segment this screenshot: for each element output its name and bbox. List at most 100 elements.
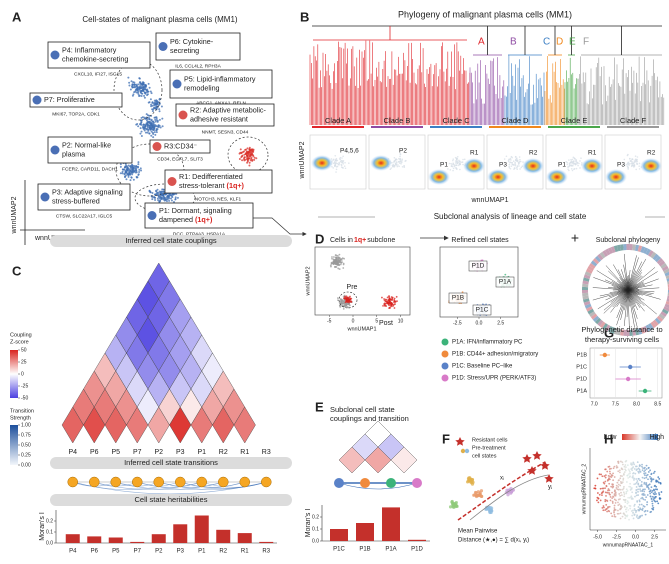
cell-point — [641, 469, 644, 472]
cell-point — [454, 156, 457, 159]
cell-point — [156, 128, 159, 131]
cell-point — [644, 498, 647, 501]
legend-label: Pre-treatment — [472, 445, 506, 451]
cell-point — [607, 489, 609, 492]
bar — [65, 534, 80, 543]
cell-point — [512, 160, 515, 162]
cell-point — [336, 254, 339, 257]
phylo-branch — [627, 289, 655, 293]
cell-point — [129, 179, 132, 182]
cell-point — [636, 461, 639, 464]
cell-point — [135, 91, 138, 94]
phylo-ring — [590, 260, 598, 267]
cell-point — [154, 133, 157, 136]
cell-point — [454, 162, 457, 164]
cell-point — [643, 494, 646, 496]
cell-point — [135, 84, 138, 87]
cell-point — [163, 196, 166, 199]
cell-point — [399, 157, 402, 160]
cell-point — [241, 159, 244, 162]
cell-point — [650, 498, 653, 500]
x-tick-label: P3 — [177, 549, 185, 555]
cell-point — [612, 496, 615, 498]
phylo-ring — [602, 323, 608, 330]
cell-point — [610, 512, 613, 515]
cell-point — [388, 304, 390, 307]
cell-point — [624, 508, 627, 511]
cell-point — [604, 500, 607, 503]
cell-point — [611, 491, 613, 494]
cell-point — [614, 491, 617, 494]
cell-point — [615, 487, 618, 489]
group-label: Post — [379, 320, 393, 327]
cell-point — [625, 488, 628, 491]
cell-point — [654, 488, 657, 491]
cell-point — [626, 489, 629, 492]
clade-state: R1 — [588, 150, 597, 157]
phylo-branch — [592, 287, 629, 291]
cell-point — [517, 163, 520, 165]
cell-point — [154, 116, 157, 119]
cell-point — [344, 304, 347, 307]
cell-point — [650, 486, 653, 489]
cell-point — [335, 257, 338, 260]
axis-label: wnnUMAP2 — [11, 196, 18, 234]
cell-point — [452, 158, 455, 160]
cell-point — [132, 166, 135, 169]
cell-point — [342, 267, 345, 269]
y-tick-label: P1D — [576, 376, 587, 382]
x-tick-label: 0.0 — [632, 534, 639, 540]
cell-point — [168, 199, 171, 202]
cell-point — [169, 197, 172, 200]
state-box — [144, 202, 254, 229]
axis-label: Moran's I — [305, 509, 312, 538]
state-label: R1 — [240, 449, 249, 456]
cell-point — [143, 88, 146, 91]
cell-point — [238, 152, 241, 155]
cell-point — [125, 164, 128, 167]
cell-point — [125, 178, 128, 181]
cell-point — [634, 472, 637, 475]
cell-point — [121, 172, 124, 175]
cell-point — [613, 507, 616, 509]
cell-point — [623, 495, 626, 498]
cell-point — [606, 500, 609, 502]
phylo-ring — [582, 280, 589, 285]
cell-point — [253, 156, 256, 159]
phylo-ring — [594, 255, 602, 263]
legend-dot — [441, 374, 449, 382]
cell-point — [140, 130, 143, 133]
bar — [408, 539, 426, 541]
phylo-ring — [626, 244, 630, 251]
plot-frame — [589, 347, 663, 399]
cell-point — [454, 501, 458, 505]
cell-point — [613, 493, 616, 496]
cell-point — [339, 259, 342, 262]
cell-point — [631, 491, 634, 494]
phylo-branch — [627, 287, 660, 291]
cell-point — [137, 163, 140, 166]
cell-point — [143, 96, 146, 99]
phylo-ring — [650, 321, 657, 329]
cell-point — [568, 159, 570, 161]
section-bar — [50, 457, 292, 469]
panel-title: Phylogeny of malignant plasma cells (MM1… — [398, 9, 572, 19]
cell-point — [333, 162, 336, 164]
phylo-branch — [627, 261, 643, 291]
cell-point — [631, 476, 634, 479]
cell-point — [341, 159, 343, 162]
cell-point — [617, 512, 620, 515]
panel-title: Cell-states of malignant plasma cells (M… — [82, 15, 237, 24]
cell-point — [133, 83, 136, 86]
cell-point — [646, 501, 649, 503]
cell-point — [606, 510, 608, 513]
cell-point — [478, 491, 482, 495]
cell-point — [158, 118, 161, 121]
cell-point — [137, 161, 140, 164]
cell-point — [636, 160, 639, 163]
phylo-ring — [661, 265, 669, 272]
colorbar-label: 0.00 — [21, 462, 31, 468]
cell-point — [246, 154, 249, 157]
cell-point — [336, 159, 339, 162]
cell-point — [134, 171, 137, 174]
